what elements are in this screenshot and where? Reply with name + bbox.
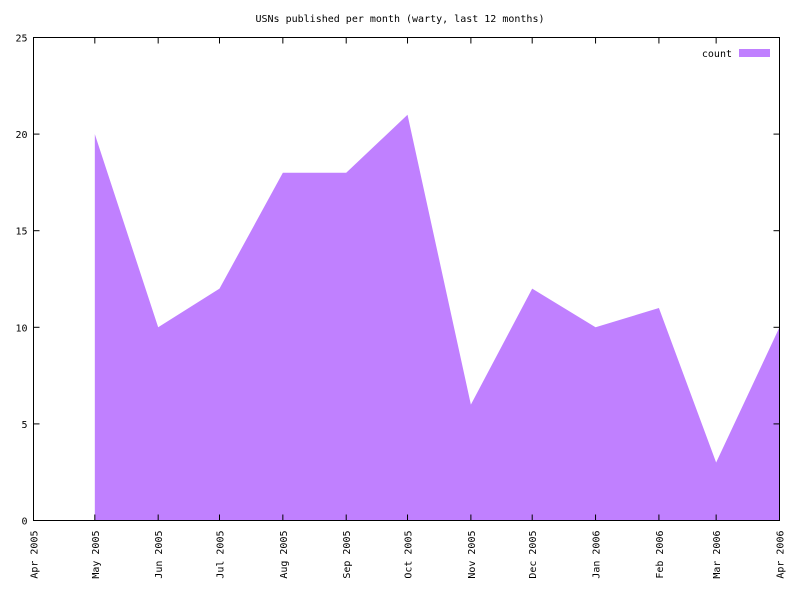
x-tick-label: Jan 2006 <box>592 531 603 579</box>
x-tick-label: May 2005 <box>91 531 102 579</box>
y-tick-label: 20 <box>15 130 27 141</box>
legend-swatch <box>739 49 770 57</box>
x-tick-label: Dec 2005 <box>528 531 539 579</box>
x-tick-label: Jun 2005 <box>154 531 165 579</box>
x-tick-label: Apr 2005 <box>30 531 41 579</box>
x-tick-label: Jul 2005 <box>215 531 226 579</box>
area <box>94 114 780 521</box>
x-tick-label: Nov 2005 <box>467 531 478 579</box>
plot-frame <box>33 37 780 521</box>
y-tick-label: 10 <box>15 323 27 334</box>
chart-title: USNs published per month (warty, last 12… <box>256 14 545 25</box>
y-tick-label: 25 <box>15 34 27 45</box>
y-tick-label: 15 <box>15 227 27 238</box>
x-tick-label: Feb 2006 <box>655 531 666 579</box>
y-tick-label: 0 <box>21 517 27 528</box>
y-tick-label: 5 <box>21 420 27 431</box>
x-tick-label: Oct 2005 <box>404 531 415 579</box>
x-tick-label: Apr 2006 <box>776 531 787 579</box>
x-tick-label: Mar 2006 <box>712 531 723 579</box>
x-tick-label: Sep 2005 <box>342 531 353 579</box>
legend-label: count <box>702 49 732 60</box>
x-tick-label: Aug 2005 <box>279 531 290 579</box>
